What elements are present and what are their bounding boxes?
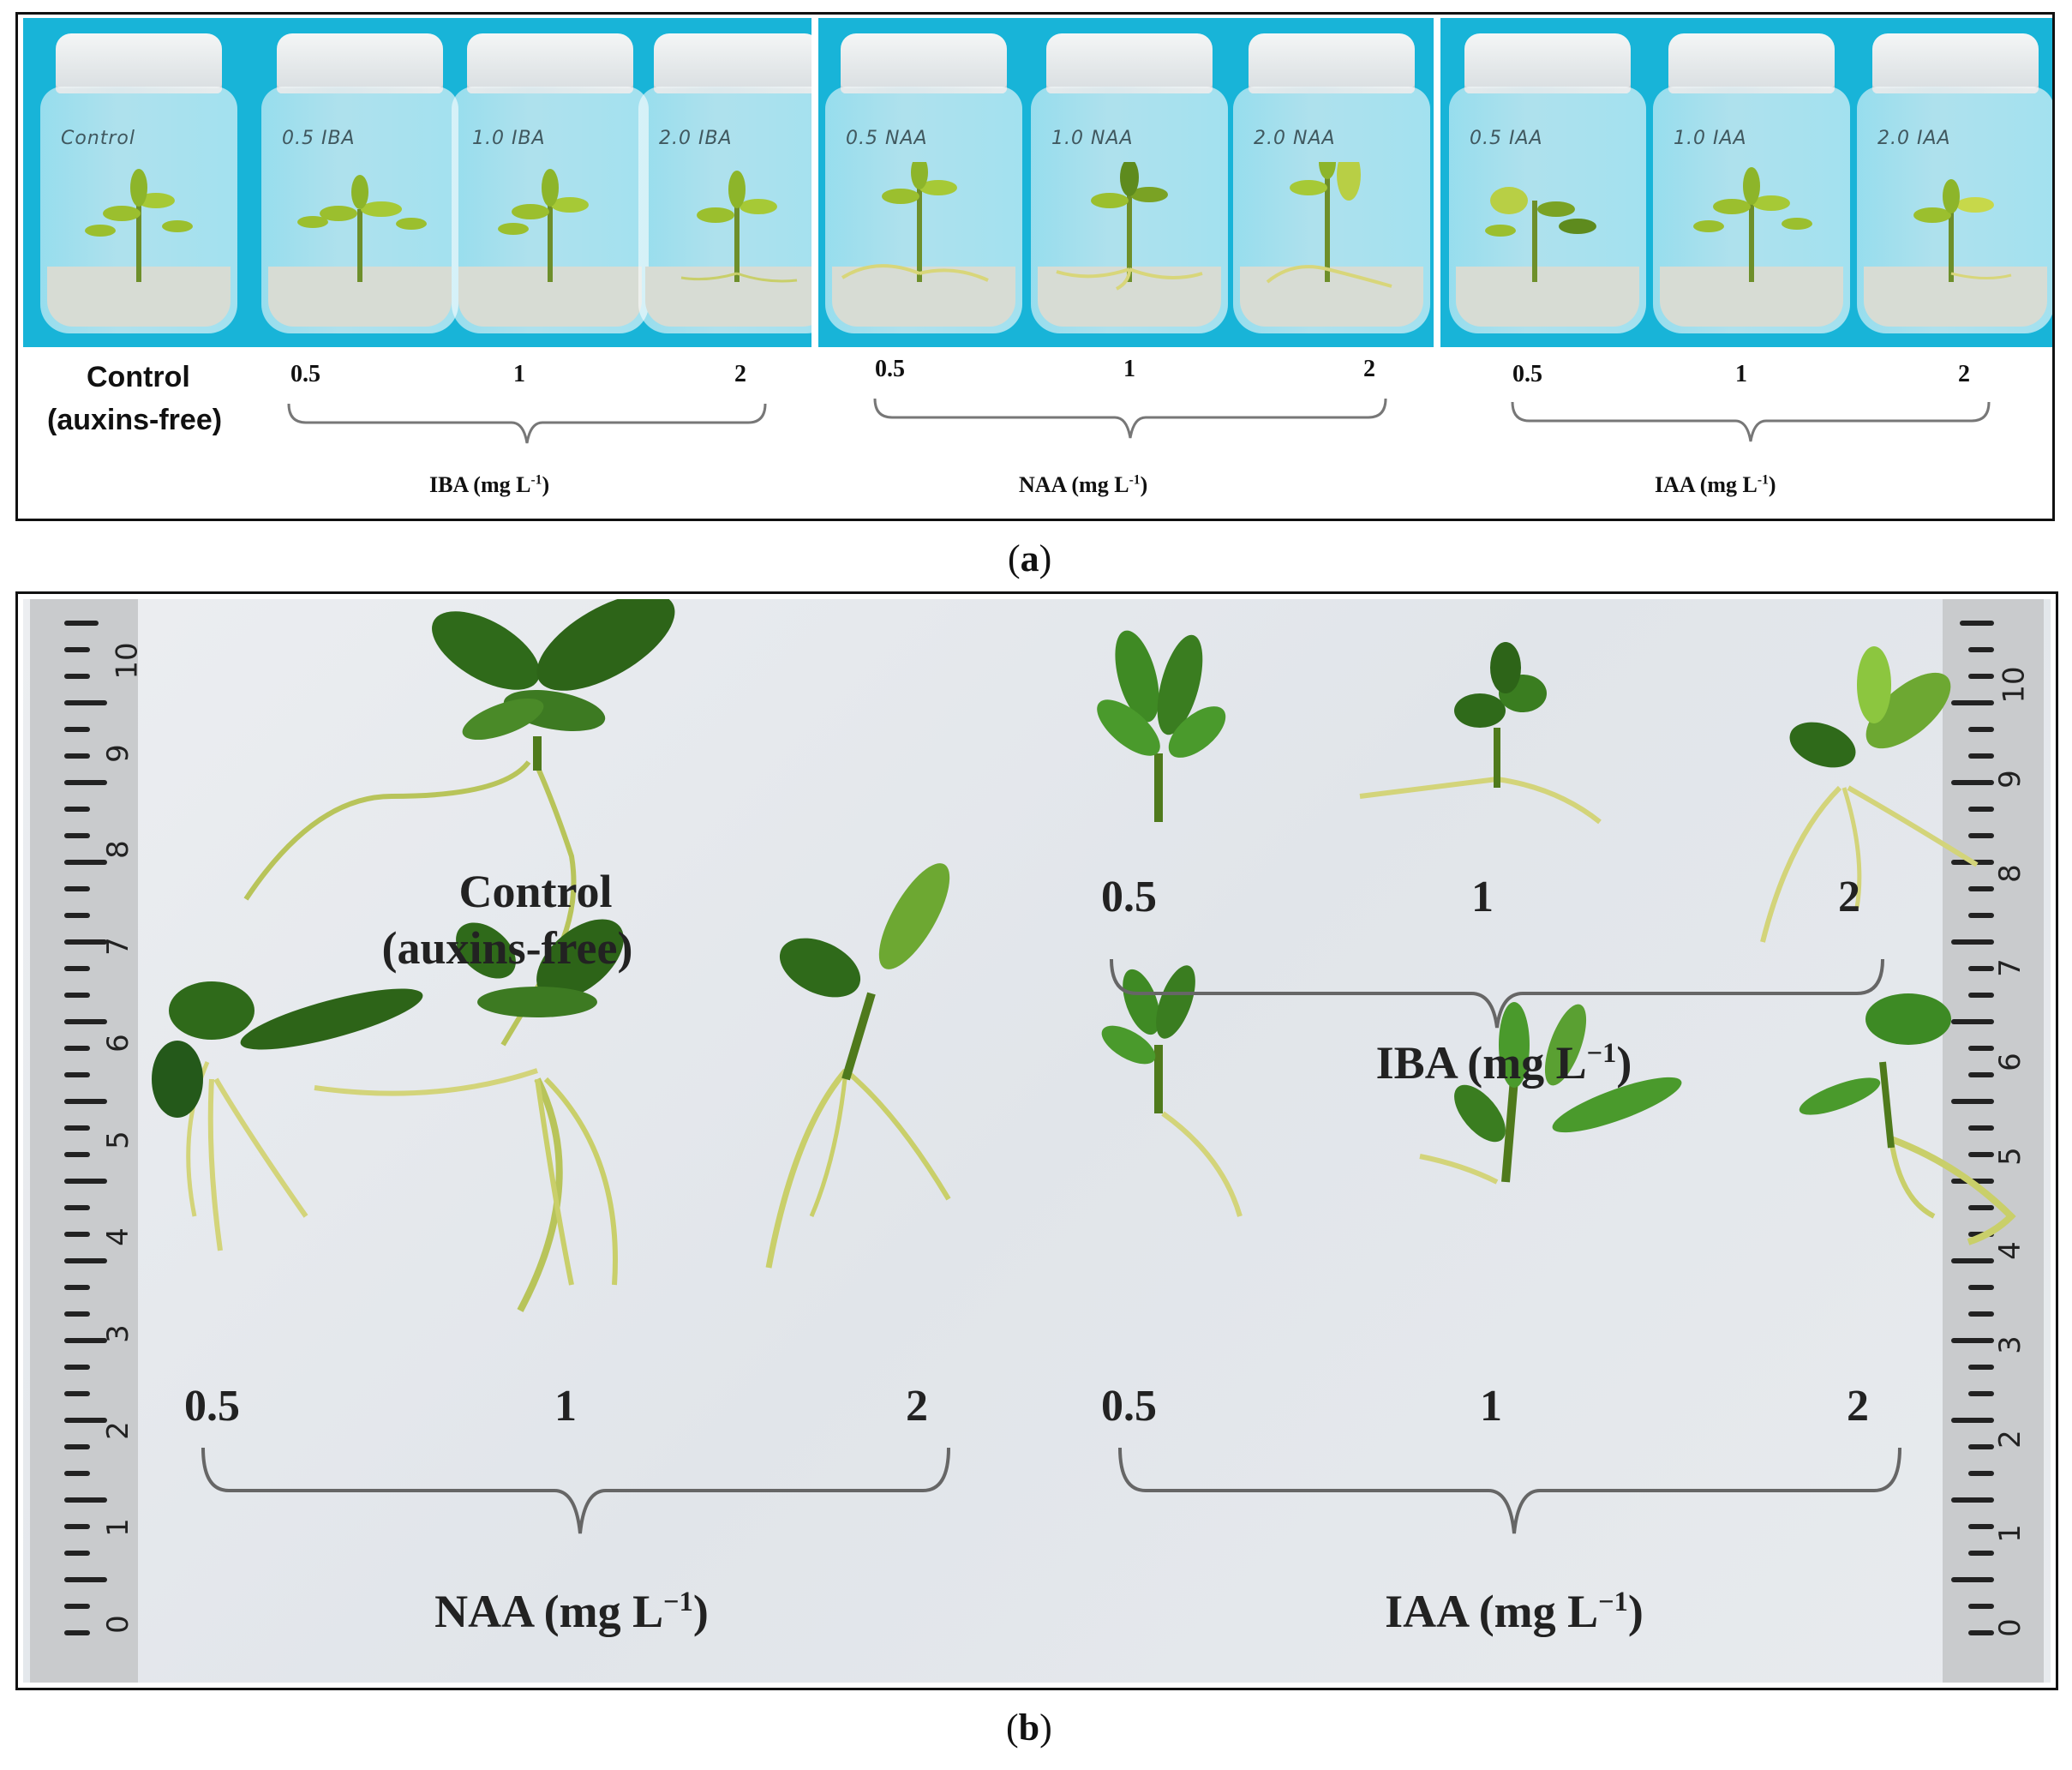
iba-group-label: IBA (mg L−1)	[1375, 1037, 1632, 1089]
plantlet	[1485, 187, 1596, 282]
photo-plantlets-on-paper: 10 9 8 7 6 5 4 3 2 1 0	[23, 599, 2051, 1683]
jar-label: 0.5 NAA	[846, 128, 928, 149]
naa-group-label: NAA (mg L−1)	[434, 1586, 709, 1637]
plantlet-control	[243, 599, 675, 1047]
plantlet	[297, 175, 427, 282]
iba-conc-1: 1	[1471, 873, 1494, 921]
jar-naa-0-5: 0.5 NAA	[825, 33, 1022, 333]
caption-a: (a)	[1008, 537, 1052, 579]
control-label-line1: Control	[87, 361, 190, 393]
iba-conc-2: 2	[1838, 873, 1860, 921]
plantlet-iba-0-5	[1097, 630, 1226, 822]
jar-iaa-1: 1.0 IAA	[1653, 33, 1850, 333]
plantlet-naa-2	[765, 863, 951, 1269]
jar-iba-1: 1.0 IBA	[452, 33, 649, 333]
plantlet	[680, 171, 798, 283]
plantlet-naa-0-5	[152, 981, 423, 1251]
iba-conc-1: 1	[513, 361, 525, 387]
plantlet-iba-1	[1359, 642, 1602, 825]
ruler-left: 10 9 8 7 6 5 4 3 2 1 0	[30, 599, 145, 1683]
jar-label: 2.0 IAA	[1877, 128, 1951, 149]
plantlet	[85, 169, 193, 282]
plantlet	[1913, 179, 2012, 282]
plantlet-naa-1	[314, 919, 624, 1312]
naa-conc-0-5: 0.5	[875, 356, 905, 382]
iaa-group-label: IAA (mg L-1)	[1655, 472, 1776, 497]
plantlet	[498, 169, 589, 282]
control-label-line2: (auxins-free)	[381, 922, 633, 974]
control-label-line1: Control	[458, 866, 613, 917]
jar-control: Control	[40, 33, 237, 333]
ruler-right: 10 9 8 7 6 5 4 3 2 1 0	[1943, 599, 2044, 1683]
plantlet-specimens	[152, 599, 2016, 1534]
iba-bracket	[1110, 958, 1884, 1029]
iaa-conc-2: 2	[1958, 361, 1970, 387]
jar-label: Control	[61, 128, 136, 149]
panel-a-figure: Control 0.5 IBA 1.0 IBA 2.0 IBA 0.5 NAA …	[15, 12, 2055, 521]
plantlet	[1693, 167, 1812, 282]
iaa-conc-1: 1	[1480, 1382, 1502, 1431]
iaa-group-label: IAA (mg L−1)	[1385, 1586, 1644, 1637]
iaa-conc-0-5: 0.5	[1512, 361, 1542, 387]
iba-bracket	[287, 403, 767, 444]
naa-group-label: NAA (mg L-1)	[1019, 472, 1148, 497]
plantlet	[841, 162, 989, 282]
photo-naa-jars: 0.5 NAA 1.0 NAA 2.0 NAA	[818, 18, 1434, 347]
jar-label: 1.0 IAA	[1674, 128, 1747, 149]
jar-label: 1.0 NAA	[1051, 128, 1134, 149]
jar-label: 1.0 IBA	[472, 128, 546, 149]
iaa-conc-1: 1	[1735, 361, 1747, 387]
iaa-bracket	[1118, 1447, 1901, 1534]
jar-iaa-2: 2.0 IAA	[1857, 33, 2052, 333]
jar-label: 2.0 NAA	[1254, 128, 1336, 149]
panel-b-figure: 10 9 8 7 6 5 4 3 2 1 0	[15, 591, 2058, 1690]
jar-naa-2: 2.0 NAA	[1233, 33, 1430, 333]
jar-naa-1: 1.0 NAA	[1031, 33, 1228, 333]
naa-conc-2: 2	[1363, 356, 1375, 382]
naa-conc-1: 1	[554, 1382, 577, 1431]
jar-iba-2: 2.0 IBA	[638, 33, 811, 333]
naa-bracket	[873, 398, 1387, 439]
photo-control-iba-jars: Control 0.5 IBA 1.0 IBA 2.0 IBA	[23, 18, 811, 347]
plantlet	[1056, 162, 1203, 291]
plantlet-iba-2	[1760, 646, 1979, 943]
naa-conc-0-5: 0.5	[184, 1382, 240, 1431]
iba-conc-0-5: 0.5	[290, 361, 320, 387]
caption-b: (b)	[1006, 1707, 1052, 1749]
iaa-conc-2: 2	[1847, 1382, 1869, 1431]
iaa-bracket	[1511, 401, 1991, 442]
jar-label: 2.0 IBA	[659, 128, 733, 149]
plantlet	[1266, 162, 1392, 288]
plantlet-iaa-1	[1419, 1002, 1682, 1185]
naa-conc-2: 2	[906, 1382, 928, 1431]
control-label-line2: (auxins-free)	[47, 404, 223, 436]
jar-iaa-0-5: 0.5 IAA	[1449, 33, 1646, 333]
plantlet-iaa-0-5	[1101, 965, 1243, 1217]
jar-iba-0-5: 0.5 IBA	[261, 33, 458, 333]
plantlet-iaa-2	[1799, 993, 2016, 1245]
photo-iaa-jars: 0.5 IAA 1.0 IAA 2.0 IAA	[1440, 18, 2052, 347]
naa-conc-1: 1	[1123, 356, 1135, 382]
jar-label: 0.5 IAA	[1470, 128, 1543, 149]
iba-conc-0-5: 0.5	[1101, 873, 1157, 921]
iba-group-label: IBA (mg L-1)	[429, 472, 550, 497]
naa-bracket	[201, 1447, 950, 1534]
iaa-conc-0-5: 0.5	[1101, 1382, 1157, 1431]
jar-label: 0.5 IBA	[282, 128, 356, 149]
iba-conc-2: 2	[734, 361, 746, 387]
